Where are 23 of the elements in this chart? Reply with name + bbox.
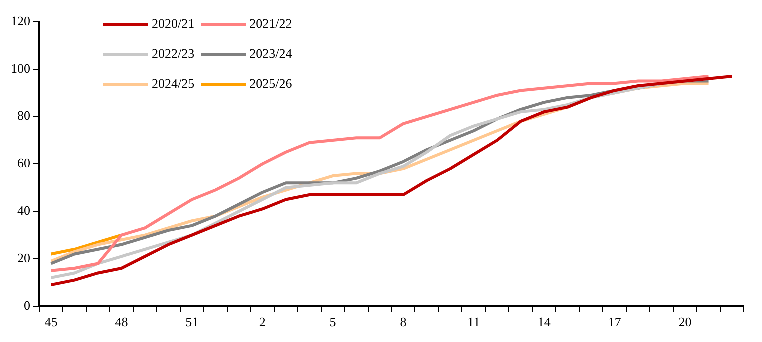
legend-label: 2022/23	[152, 46, 195, 62]
legend-label: 2021/22	[250, 16, 292, 32]
x-tick-label: 20	[678, 314, 692, 330]
y-tick-label: 40	[18, 203, 30, 218]
legend-label: 2024/25	[152, 76, 195, 92]
y-tick-label: 0	[24, 298, 30, 313]
y-tick-label: 20	[18, 250, 30, 266]
y-tick-label: 80	[18, 108, 30, 124]
x-tick-label: 14	[538, 314, 552, 330]
y-tick-label: 60	[18, 156, 30, 171]
x-tick-label: 17	[608, 314, 622, 330]
x-tick-label: 2	[259, 314, 266, 330]
x-tick-label: 8	[400, 314, 407, 330]
legend-label: 2023/24	[250, 46, 292, 62]
x-tick-label: 11	[468, 314, 480, 330]
y-tick-label: 120	[11, 13, 30, 28]
x-tick-label: 45	[44, 314, 58, 330]
x-tick-label: 51	[186, 314, 199, 330]
legend-label: 2025/26	[250, 76, 292, 92]
x-tick-label: 5	[330, 314, 336, 330]
y-tick-label: 100	[11, 60, 30, 76]
x-tick-label: 48	[115, 314, 128, 330]
legend-label: 2020/21	[152, 16, 195, 32]
